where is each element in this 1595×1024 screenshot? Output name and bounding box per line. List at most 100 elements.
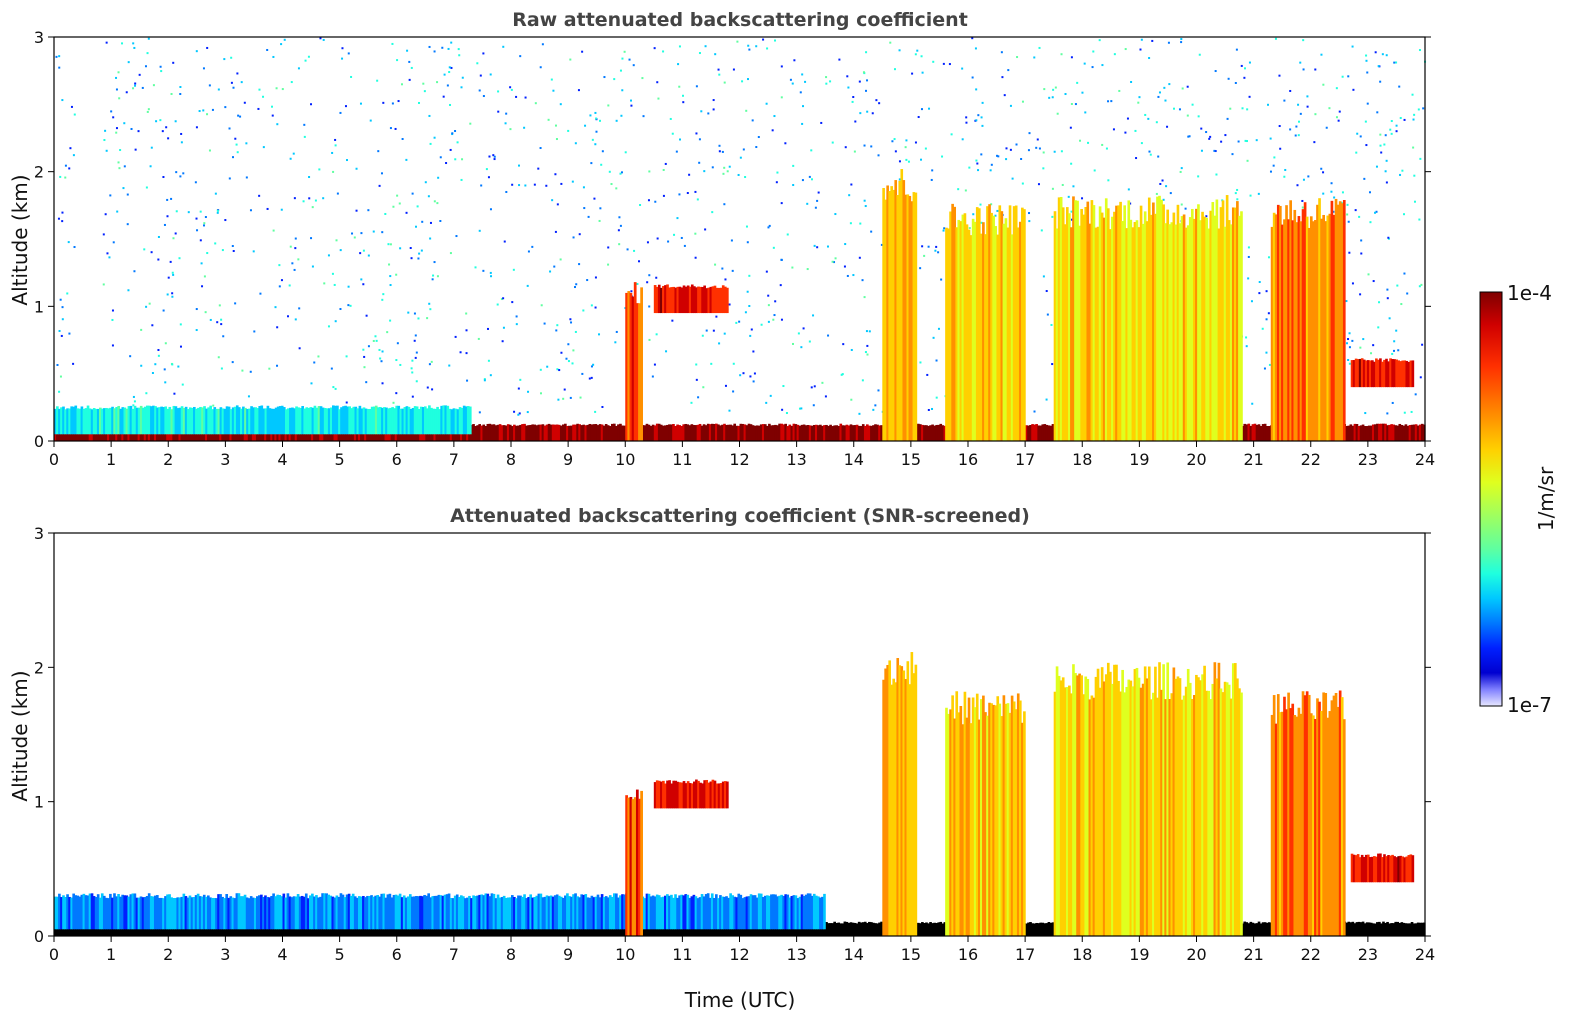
heatmap-cell [547,896,551,930]
noise-point [441,46,444,49]
noise-point [1091,66,1094,69]
noise-point [455,235,458,238]
heatmap-cell [1057,197,1061,441]
noise-point [870,230,873,233]
noise-point [865,330,868,333]
noise-point [1157,95,1160,98]
noise-point [308,176,311,179]
heatmap-cell [800,424,804,441]
heatmap-cell [699,286,702,314]
noise-point [1248,95,1251,98]
heatmap-cell [680,894,683,930]
heatmap-cell [1406,425,1410,441]
heatmap-cell [264,895,267,930]
noise-point [1209,135,1212,138]
heatmap-cell [692,424,696,441]
noise-point [195,329,198,332]
noise-point [1413,174,1416,177]
noise-point [294,247,297,250]
heatmap-cell [788,897,792,930]
noise-point [533,183,536,186]
noise-point [307,55,310,58]
noise-point [584,124,587,127]
heatmap-cell [916,922,920,936]
noise-point [1035,146,1038,149]
noise-point [478,89,481,92]
noise-point [1351,339,1354,342]
heatmap-cell [199,406,202,435]
noise-point [73,113,76,116]
heatmap-cell [458,407,462,435]
noise-point [167,137,170,140]
noise-point [1375,165,1378,168]
heatmap-cell [178,897,182,930]
noise-point [935,359,938,362]
noise-point [1038,46,1041,49]
heatmap-cell [1098,206,1102,441]
noise-point [712,99,715,102]
heatmap-cell [1219,688,1223,936]
heatmap-cell [564,423,567,441]
heatmap-cell [96,923,100,936]
noise-point [220,318,223,321]
heatmap-cell [1027,425,1030,441]
heatmap-cell [988,204,991,441]
heatmap-cell [1129,680,1133,936]
heatmap-cell [1379,853,1382,883]
noise-point [134,82,137,85]
noise-point [633,249,636,252]
heatmap-cell [1133,221,1137,441]
noise-point [1332,210,1335,213]
heatmap-cell [433,895,437,930]
heatmap-cell [443,894,447,930]
heatmap-cell [547,423,551,441]
noise-point [345,355,348,358]
heatmap-cell [680,287,684,314]
noise-point [1325,126,1328,129]
noise-point [1180,38,1183,41]
heatmap-cell [1305,691,1309,936]
heatmap-cell [1104,198,1108,441]
heatmap-cell [700,894,704,930]
heatmap-cell [162,407,165,435]
noise-point [1322,192,1325,195]
heatmap-cell [1363,923,1367,936]
noise-point [980,153,983,156]
noise-point [615,330,618,333]
noise-point [711,211,714,214]
heatmap-cell [293,408,296,435]
heatmap-cell [1090,200,1094,441]
heatmap-cell [884,199,887,441]
heatmap-cell [207,407,210,435]
heatmap-cell [723,423,726,441]
heatmap-cell [699,782,702,809]
heatmap-cell [1035,922,1038,936]
noise-point [723,166,726,169]
heatmap-cell [798,896,802,930]
heatmap-cell [311,407,315,435]
noise-point [245,176,248,179]
heatmap-cell [517,923,520,936]
heatmap-cell [262,923,265,936]
heatmap-cell [246,408,249,435]
noise-point [965,121,968,124]
noise-point [275,87,278,90]
heatmap-cell [1033,923,1036,936]
noise-point [1335,116,1338,119]
noise-point [1346,213,1349,216]
heatmap-cell [256,408,260,435]
heatmap-cell [300,895,304,930]
heatmap-cell [680,425,683,441]
heatmap-cell [853,922,857,936]
heatmap-cell [594,923,598,936]
noise-point [431,278,434,281]
heatmap-cell [1203,665,1206,936]
noise-point [174,120,177,123]
heatmap-cell [723,286,727,314]
noise-point [1140,142,1143,145]
noise-point [421,220,424,223]
noise-point [1306,95,1309,98]
noise-point [1144,113,1147,116]
noise-point [166,198,169,201]
heatmap-cell [119,896,122,930]
